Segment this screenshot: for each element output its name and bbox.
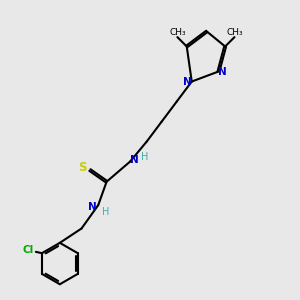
Text: CH₃: CH₃ [226, 28, 243, 37]
Text: N: N [183, 77, 192, 87]
Text: N: N [130, 155, 139, 165]
Text: CH₃: CH₃ [169, 28, 186, 37]
Text: S: S [78, 161, 87, 174]
Text: H: H [141, 152, 149, 162]
Text: N: N [218, 67, 227, 77]
Text: N: N [88, 202, 97, 212]
Text: H: H [102, 208, 109, 218]
Text: Cl: Cl [23, 245, 34, 255]
